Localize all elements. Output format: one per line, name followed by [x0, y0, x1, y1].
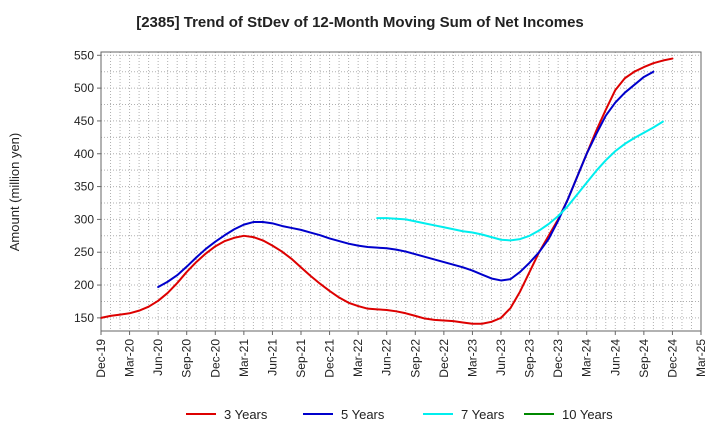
- x-tick-label: Dec-21: [323, 339, 337, 378]
- x-tick-label: Sep-21: [294, 339, 308, 378]
- x-tick-label: Sep-24: [637, 339, 651, 378]
- y-tick-label: 450: [74, 114, 94, 128]
- x-tick-label: Mar-25: [694, 339, 708, 377]
- legend: 3 Years 5 Years 7 Years 10 Years: [186, 407, 613, 422]
- y-tick-label: 350: [74, 180, 94, 194]
- plot-frame: [100, 51, 702, 332]
- x-tick-label: Jun-20: [151, 339, 165, 376]
- y-axis: 150 200 250 300 350 400 450 500 550: [74, 48, 101, 325]
- x-tick-label: Dec-19: [94, 339, 108, 378]
- chart-title: [2385] Trend of StDev of 12-Month Moving…: [136, 14, 584, 31]
- y-axis-title: Amount (million yen): [7, 133, 22, 252]
- x-tick-label: Mar-21: [237, 339, 251, 377]
- x-axis: Dec-19 Mar-20 Jun-20 Sep-20 Dec-20 Mar-21 Jun-…: [94, 331, 708, 378]
- x-tick-label: Dec-24: [665, 339, 679, 378]
- y-tick-label: 300: [74, 212, 94, 226]
- y-tick-label: 500: [74, 81, 94, 95]
- series-line-7-years: [376, 120, 664, 242]
- y-tick-label: 250: [74, 245, 94, 259]
- grid-layer: [101, 52, 701, 331]
- x-tick-label: Mar-20: [123, 339, 137, 377]
- series-line-5-years: [157, 70, 655, 289]
- y-tick-label: 400: [74, 147, 94, 161]
- x-tick-label: Jun-23: [494, 339, 508, 376]
- x-tick-label: Dec-23: [551, 339, 565, 378]
- y-tick-label: 150: [74, 311, 94, 325]
- x-tick-label: Mar-24: [580, 339, 594, 377]
- x-tick-label: Dec-22: [437, 339, 451, 378]
- x-tick-label: Sep-20: [180, 339, 194, 378]
- x-tick-label: Mar-22: [351, 339, 365, 377]
- x-tick-label: Jun-24: [608, 339, 622, 376]
- y-tick-label: 550: [74, 48, 94, 62]
- plot-border: [100, 51, 702, 332]
- x-tick-label: Jun-22: [380, 339, 394, 376]
- legend-label-7-years: 7 Years: [461, 407, 505, 422]
- legend-label-5-years: 5 Years: [341, 407, 385, 422]
- x-tick-label: Sep-22: [408, 339, 422, 378]
- x-tick-label: Sep-23: [523, 339, 537, 378]
- legend-label-3-years: 3 Years: [224, 407, 268, 422]
- legend-label-10-years: 10 Years: [562, 407, 613, 422]
- series-layer: [100, 57, 674, 325]
- x-tick-label: Dec-20: [208, 339, 222, 378]
- x-tick-label: Mar-23: [465, 339, 479, 377]
- y-tick-label: 200: [74, 278, 94, 292]
- x-tick-label: Jun-21: [265, 339, 279, 376]
